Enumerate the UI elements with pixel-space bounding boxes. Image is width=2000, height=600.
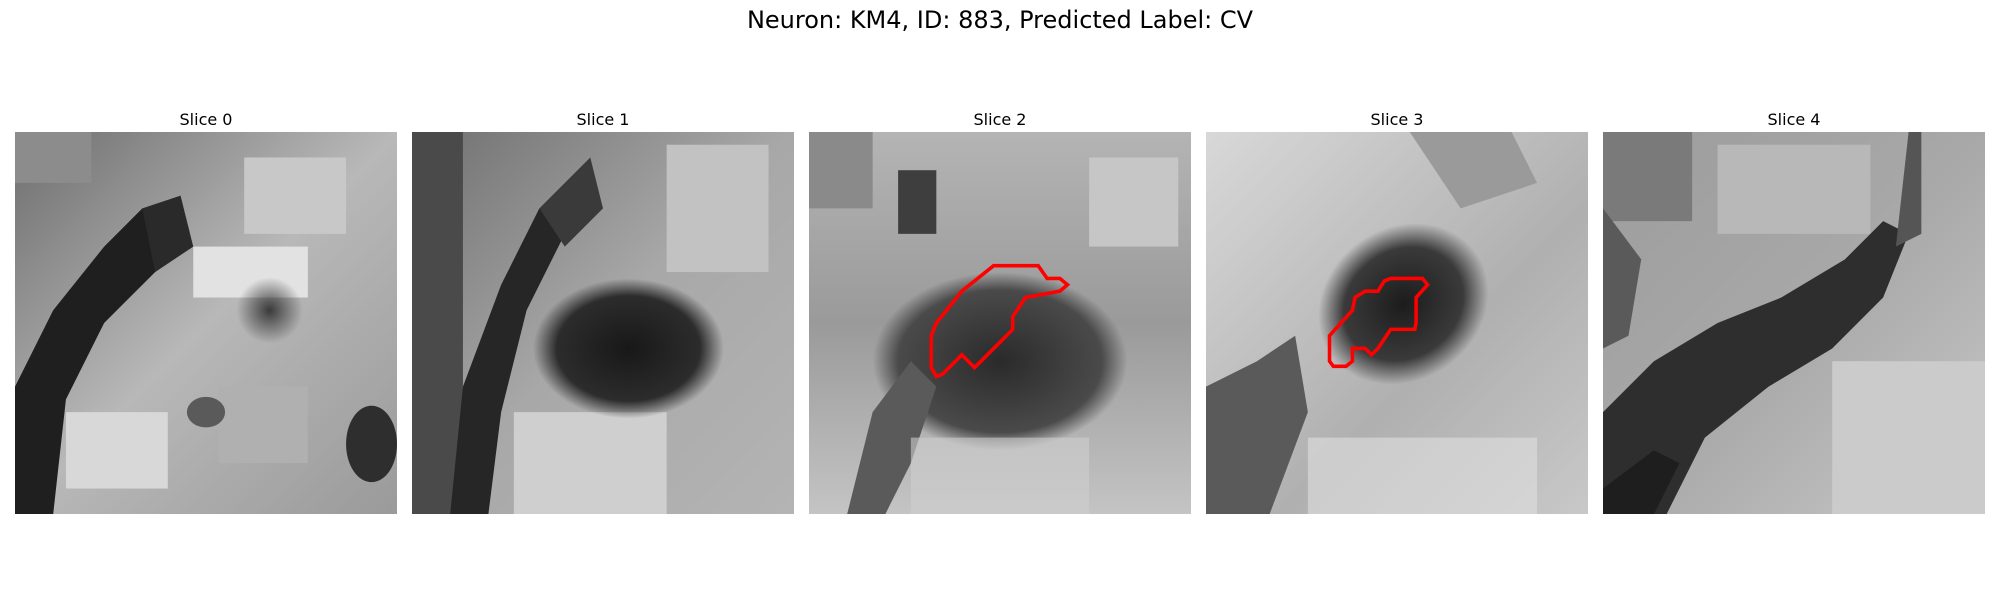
- slice-panel-1: Slice 1: [412, 108, 794, 514]
- slice-image-3: [1206, 132, 1588, 514]
- segmentation-contour-3: [1327, 276, 1430, 369]
- slice-image-2: [809, 132, 1191, 514]
- slice-panel-0: Slice 0: [15, 108, 397, 514]
- slice-title-0: Slice 0: [179, 110, 233, 129]
- slice-panel-3: Slice 3: [1206, 108, 1588, 514]
- slice-title-4: Slice 4: [1767, 110, 1821, 129]
- slice-title-2: Slice 2: [973, 110, 1027, 129]
- slice-title-3: Slice 3: [1370, 110, 1424, 129]
- figure-title: Neuron: KM4, ID: 883, Predicted Label: C…: [746, 6, 1254, 34]
- slice-title-1: Slice 1: [576, 110, 630, 129]
- slice-image-4: [1603, 132, 1985, 514]
- slice-image-1: [412, 132, 794, 514]
- segmentation-contour-2: [929, 263, 1071, 379]
- slice-panel-4: Slice 4: [1603, 108, 1985, 514]
- slice-image-0: [15, 132, 397, 514]
- slice-panel-2: Slice 2: [809, 108, 1191, 514]
